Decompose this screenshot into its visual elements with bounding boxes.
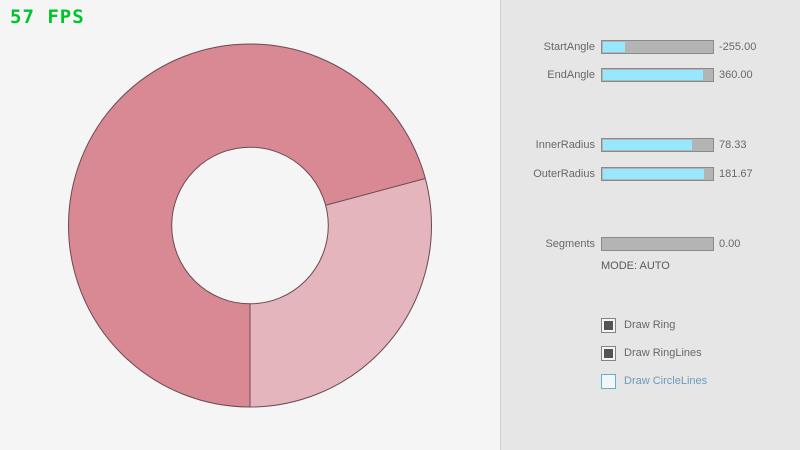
startangle-label: StartAngle (543, 41, 595, 53)
ring-canvas (68, 43, 432, 408)
segments-value: 0.00 (719, 238, 741, 250)
endangle-value: 360.00 (719, 69, 753, 81)
outerradius-value: 181.67 (719, 168, 753, 180)
startangle-value: -255.00 (719, 41, 757, 53)
segments-row: Segments 0.00 (501, 237, 800, 251)
checkbox-draw-circlelines-label: Draw CircleLines (624, 375, 708, 387)
outerradius-label: OuterRadius (533, 168, 595, 180)
innerradius-label: InnerRadius (535, 139, 595, 151)
controls-panel: StartAngle -255.00 EndAngle 360.00 Inner… (500, 0, 800, 450)
checkbox-box-icon[interactable] (601, 318, 616, 333)
startangle-row: StartAngle -255.00 (501, 40, 800, 54)
checkbox-box-icon[interactable] (601, 374, 616, 389)
endangle-row: EndAngle 360.00 (501, 68, 800, 82)
innerradius-row: InnerRadius 78.33 (501, 138, 800, 152)
checkbox-draw-ringlines-label: Draw RingLines (624, 347, 702, 359)
ring-light-region (250, 178, 432, 407)
segments-mode-text: MODE: AUTO (601, 260, 670, 272)
ring-start-angle-line (325, 178, 426, 206)
outerradius-slider-fill (603, 169, 704, 179)
outerradius-slider[interactable] (601, 167, 714, 181)
checkbox-box-icon[interactable] (601, 346, 616, 361)
startangle-slider[interactable] (601, 40, 714, 54)
innerradius-value: 78.33 (719, 139, 747, 151)
ring-inner-hole (171, 147, 329, 304)
segments-label: Segments (545, 238, 595, 250)
startangle-slider-fill (603, 42, 626, 52)
segments-slider[interactable] (601, 237, 714, 251)
innerradius-slider[interactable] (601, 138, 714, 152)
fps-counter: 57 FPS (10, 6, 85, 28)
endangle-slider[interactable] (601, 68, 714, 82)
checkbox-draw-ring-label: Draw Ring (624, 319, 676, 331)
innerradius-slider-fill (603, 140, 692, 150)
endangle-label: EndAngle (547, 69, 595, 81)
endangle-slider-fill (603, 70, 703, 80)
outerradius-row: OuterRadius 181.67 (501, 167, 800, 181)
